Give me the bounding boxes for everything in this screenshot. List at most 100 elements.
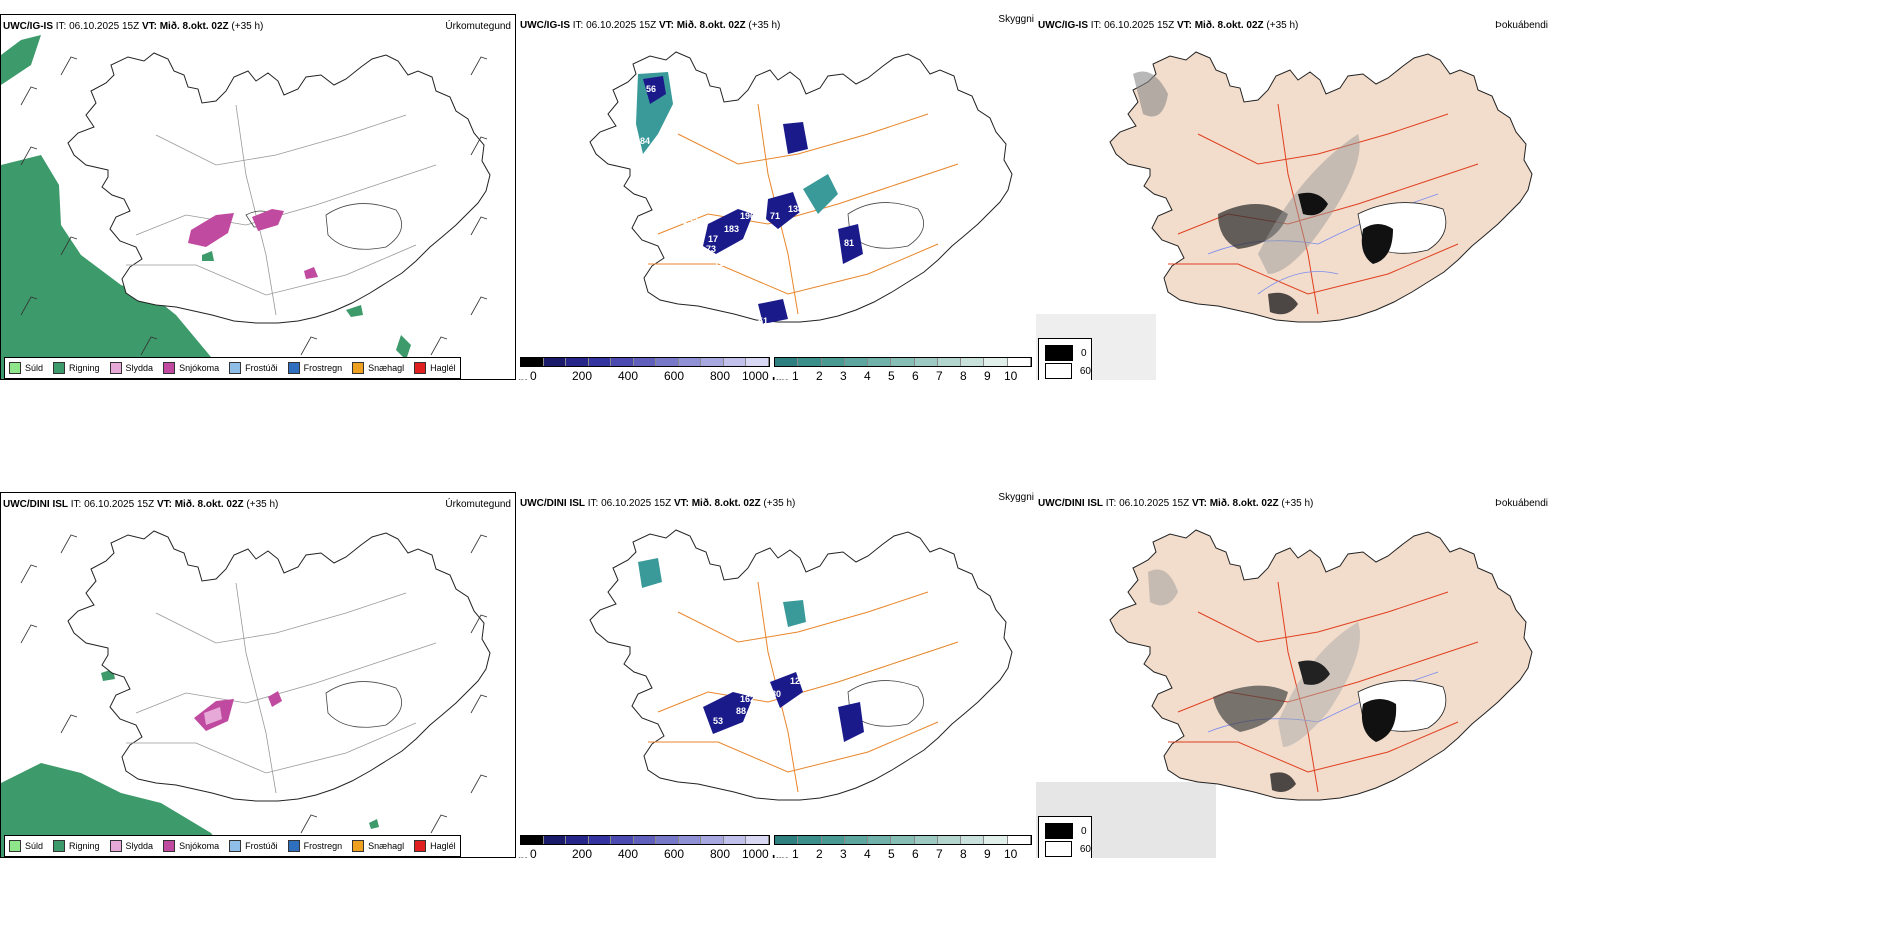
panel-title: UWC/DINI ISL IT: 06.10.2025 15Z VT: Mið.…	[520, 498, 796, 509]
fog-map	[1036, 51, 1533, 380]
tick-label: 5	[888, 369, 895, 380]
fog-legend-item: 0	[1045, 823, 1091, 839]
snow-area	[188, 213, 234, 247]
vis-label: 58	[658, 156, 668, 166]
legend-label: Súld	[25, 841, 44, 851]
scale-unit: m	[518, 375, 529, 380]
panel-title: UWC/DINI ISL IT: 06.10.2025 15Z VT: Mið.…	[1038, 498, 1314, 509]
vis-label: 92	[848, 296, 858, 306]
panel-name: Úrkomutegund	[445, 499, 511, 510]
legend-label: Snæhagl	[368, 363, 405, 373]
precip-map	[1, 35, 491, 379]
scale-bar	[520, 357, 770, 367]
vis-labels-bottom: 53 162 88 80 120 49 87 80 30 53	[698, 676, 838, 794]
tick-label: 6	[912, 847, 919, 858]
fog-area	[1298, 192, 1328, 216]
vis-label: 191	[758, 236, 773, 246]
vis-area	[758, 299, 788, 324]
tick-label: 800	[710, 847, 731, 858]
tick-label: 4	[864, 369, 871, 380]
fog-legend-item: 60	[1045, 841, 1091, 857]
tick-label: 5	[888, 847, 895, 858]
fog-swatch	[1045, 345, 1073, 361]
legend-item: Snjókoma	[163, 840, 219, 852]
precip-panel-top: UWC/IG-IS IT: 06.10.2025 15Z VT: Mið. 8.…	[0, 14, 516, 380]
fog-area	[1361, 224, 1393, 264]
legend-item: Rigning	[53, 362, 100, 374]
tick-label: 0	[530, 847, 537, 858]
vis-area	[766, 192, 800, 229]
tick-label: 9	[984, 847, 991, 858]
tick-label: 1000	[742, 847, 769, 858]
legend-label: Rigning	[69, 841, 100, 851]
tick-label: 2	[816, 847, 823, 858]
vis-label: 71	[770, 211, 780, 221]
legend-swatch	[352, 840, 365, 852]
fog-area	[1298, 660, 1330, 685]
legend-swatch	[352, 362, 365, 374]
vis-label: 80	[771, 689, 781, 699]
vis-label: 104	[730, 248, 745, 258]
vis-label: 115	[714, 258, 729, 268]
tick-label: 7	[936, 369, 943, 380]
vis-area	[838, 702, 864, 742]
vis-area	[703, 692, 753, 734]
tick-label: 1	[792, 369, 799, 380]
vis-label: 81	[844, 238, 854, 248]
tick-label: 10	[1004, 369, 1018, 380]
tick-label: 200	[572, 847, 593, 858]
vis-label: 153	[683, 216, 698, 226]
legend-label: Frostregn	[303, 363, 343, 373]
vis-label: 80	[828, 716, 838, 726]
legend-item: Haglél	[414, 840, 456, 852]
panel-name: Þokuábendi	[1495, 20, 1548, 31]
legend-label: Haglél	[430, 841, 456, 851]
legend-item: Frostregn	[287, 840, 342, 852]
fog-swatch	[1045, 841, 1072, 857]
precip-panel-bottom: UWC/DINI ISL IT: 06.10.2025 15Z VT: Mið.…	[0, 492, 516, 858]
visibility-map: 56 84 58 69 153 17 104 196 183 73 71 138…	[589, 51, 1013, 326]
wind-barbs	[20, 56, 488, 356]
legend-item: Súld	[9, 840, 43, 852]
rain-area	[1, 35, 41, 85]
panel-name: Þokuábendi	[1495, 498, 1548, 509]
scale-unit: m	[518, 853, 529, 858]
tick-label: 1000	[742, 369, 769, 380]
legend-label: Súld	[25, 363, 44, 373]
visibility-map: 53 162 88 80 120 49 87 80 30 53	[589, 529, 1013, 801]
tick-label: 8	[960, 369, 967, 380]
legend-item: Frostúði	[229, 840, 278, 852]
vis-area	[783, 600, 806, 627]
vis-label: 196	[740, 211, 755, 221]
fog-area	[1361, 699, 1397, 742]
vis-area	[803, 174, 838, 214]
scale-bar	[774, 835, 1032, 845]
fog-panel-bottom: UWC/DINI ISL IT: 06.10.2025 15Z VT: Mið.…	[1036, 492, 1552, 858]
rain-area	[1, 155, 230, 379]
legend-item: Frostúði	[229, 362, 278, 374]
legend-item: Rigning	[53, 840, 100, 852]
legend-label: Frostúði	[245, 363, 278, 373]
fog-area	[1278, 622, 1360, 747]
precip-legend: Súld Rigning Slydda Snjókoma Frostúði Fr…	[4, 357, 461, 379]
vis-area	[643, 76, 666, 104]
fog-legend-label: 0	[1081, 825, 1087, 837]
legend-swatch	[414, 362, 427, 374]
fog-area	[1213, 685, 1288, 732]
precip-map	[1, 530, 491, 857]
panel-title: UWC/DINI ISL IT: 06.10.2025 15Z VT: Mið.…	[3, 499, 279, 510]
panel-name: Skyggni	[998, 492, 1034, 503]
legend-label: Snæhagl	[368, 841, 405, 851]
vis-label: 30	[810, 702, 820, 712]
panel-title: UWC/IG-IS IT: 06.10.2025 15Z VT: Mið. 8.…	[1038, 20, 1299, 31]
legend-swatch	[287, 840, 300, 852]
wind-barbs	[20, 534, 488, 834]
rain-area	[1, 763, 230, 857]
vis-area	[838, 224, 863, 264]
panel-name: Úrkomutegund	[445, 21, 511, 32]
legend-swatch	[9, 362, 21, 374]
vis-area	[783, 122, 808, 154]
scale-unit: km	[772, 853, 789, 858]
legend-label: Slydda	[125, 841, 154, 851]
legend-swatch	[287, 362, 300, 374]
